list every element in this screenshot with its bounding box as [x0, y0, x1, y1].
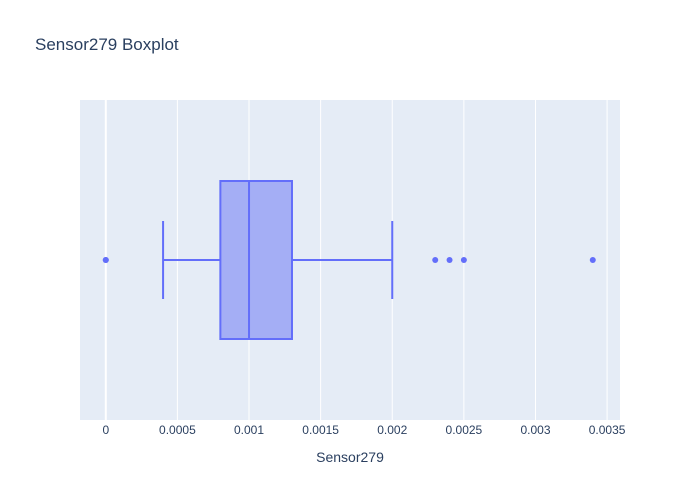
outlier-point [446, 257, 453, 263]
x-tick-label: 0.0015 [302, 423, 339, 437]
outlier-point [432, 257, 439, 263]
x-tick-label: 0.003 [520, 423, 550, 437]
x-tick-label: 0 [102, 423, 109, 437]
x-tick-label: 0.002 [377, 423, 407, 437]
x-tick-label: 0.001 [234, 423, 264, 437]
outlier-point [460, 257, 467, 263]
x-axis-label: Sensor279 [316, 449, 384, 465]
outlier-point [102, 257, 109, 263]
outlier-point [589, 257, 596, 263]
interquartile-box [219, 180, 293, 340]
box-trace [102, 180, 596, 340]
x-tick-label: 0.0025 [446, 423, 483, 437]
chart-title: Sensor279 Boxplot [35, 35, 179, 54]
x-axis-ticks: 0 0.0005 0.001 0.0015 0.002 0.0025 0.003 0.0035 [102, 423, 625, 437]
x-tick-label: 0.0035 [589, 423, 626, 437]
x-tick-label: 0.0005 [159, 423, 196, 437]
